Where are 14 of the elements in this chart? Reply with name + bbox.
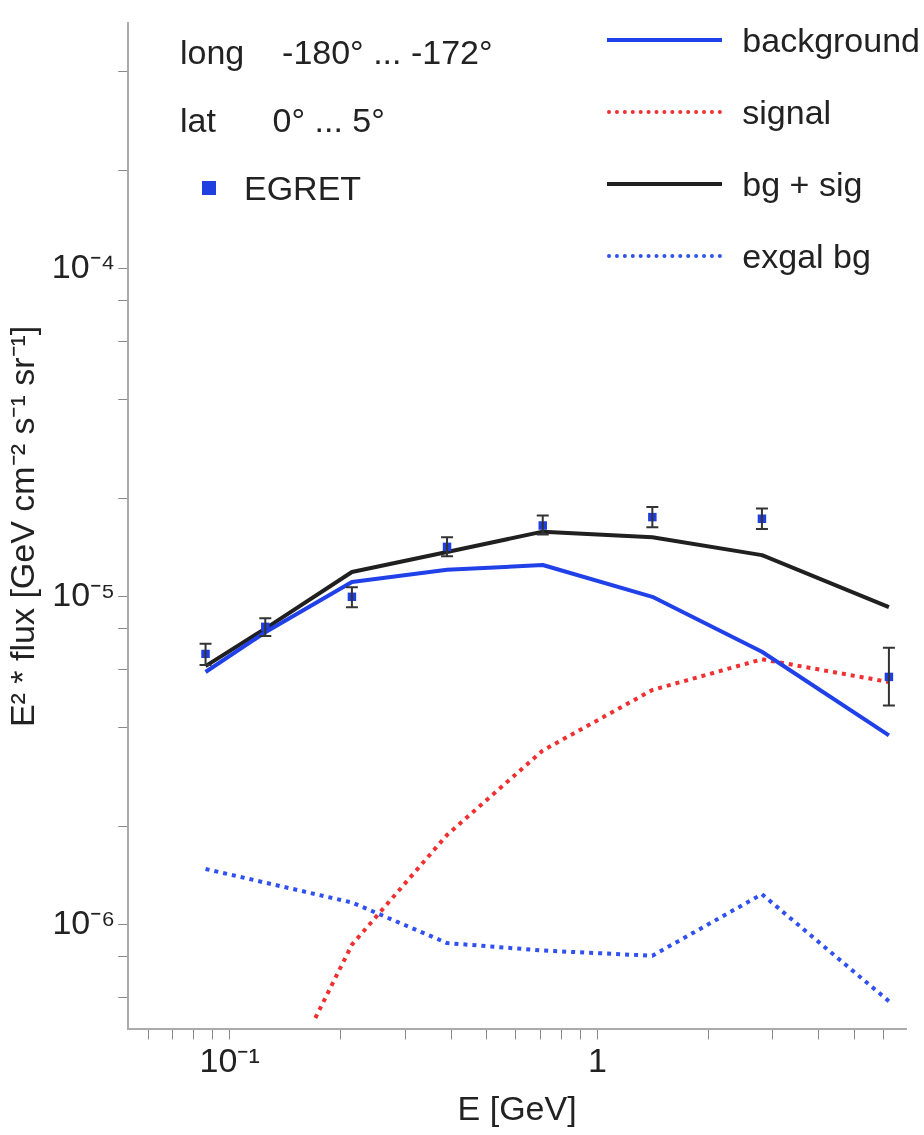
legend-label: exgal bg: [742, 236, 871, 277]
x-axis-title: E [GeV]: [457, 1088, 577, 1127]
y-tick-label: 10⁻⁴: [51, 247, 116, 286]
legend-label: bg + sig: [742, 164, 863, 205]
y-tick-label: 10⁻⁵: [52, 575, 116, 614]
legend-label: signal: [742, 92, 832, 133]
y-tick-label: 10⁻⁶: [52, 903, 116, 942]
annotation: lat 0° ... 5°: [180, 100, 386, 141]
legend-label: background: [742, 20, 920, 61]
x-tick-label: 1: [588, 1041, 607, 1080]
legend-label: EGRET: [244, 168, 362, 209]
annotation: long -180° ... -172°: [180, 32, 493, 73]
y-axis-title: E² * flux [GeV cm⁻² s⁻¹ sr⁻¹]: [2, 325, 41, 728]
x-tick-label: 10⁻¹: [199, 1041, 260, 1080]
